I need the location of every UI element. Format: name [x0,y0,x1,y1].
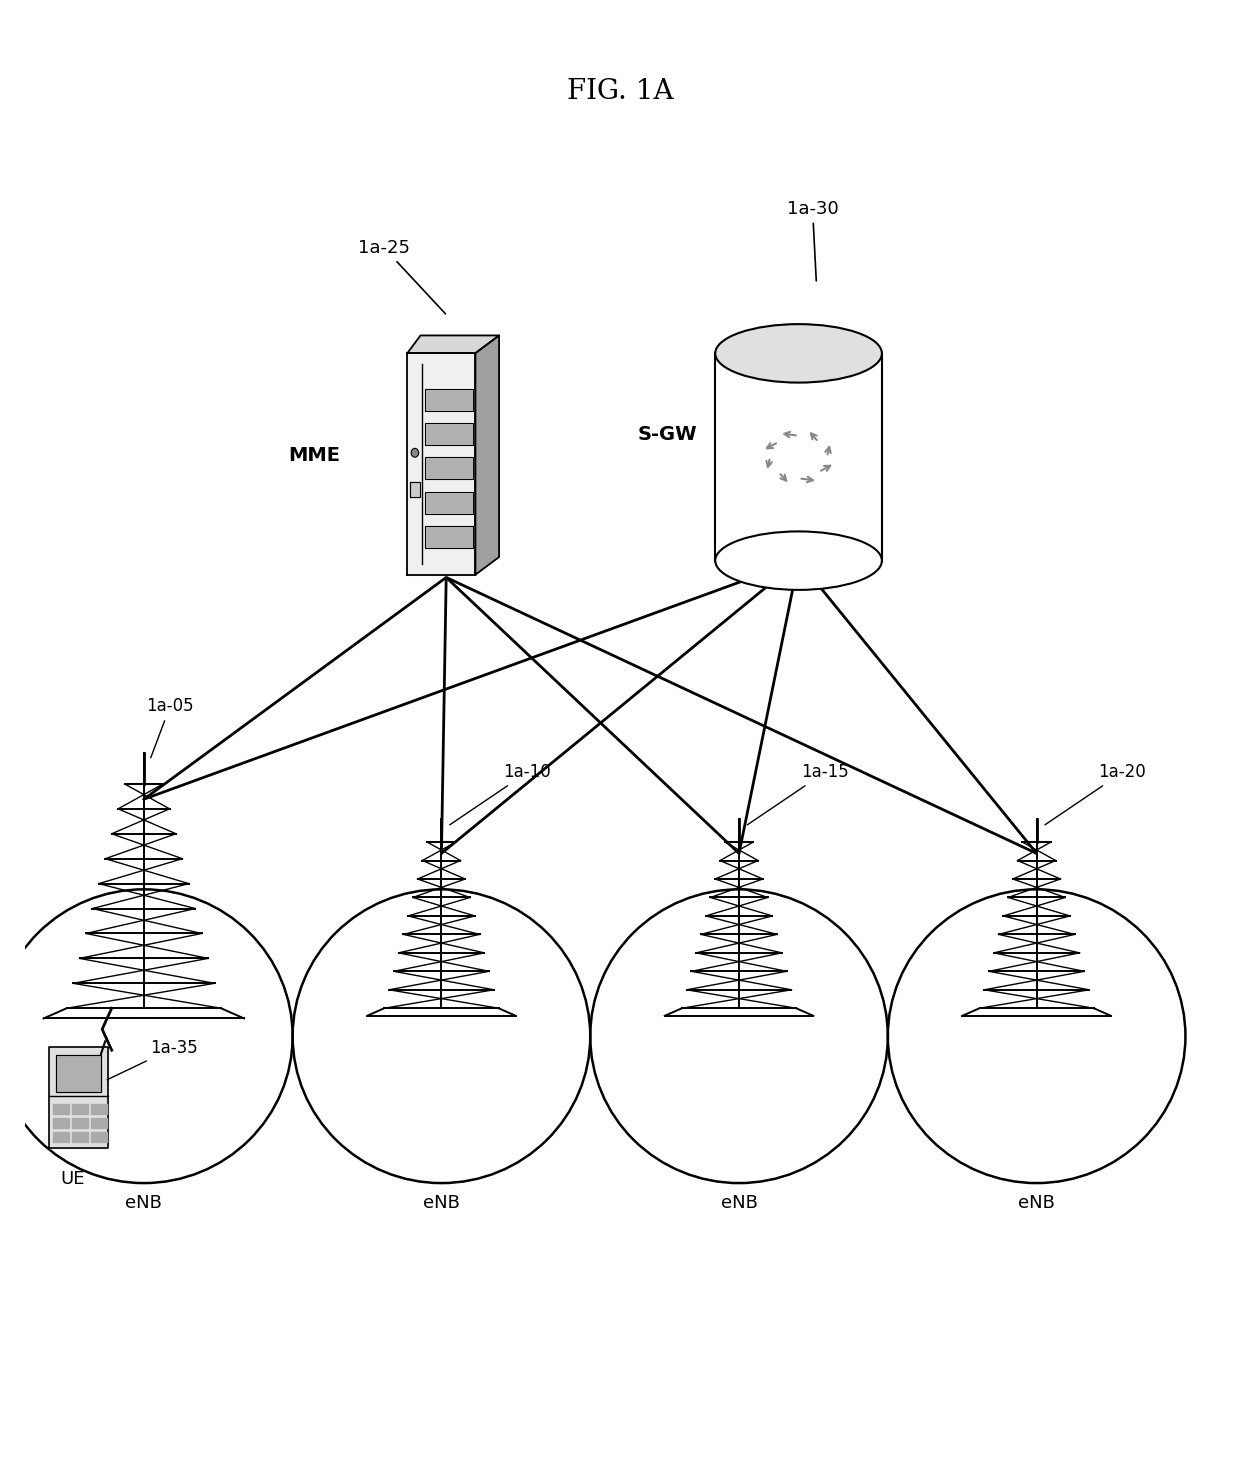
Polygon shape [425,491,472,514]
Polygon shape [56,1055,100,1091]
Polygon shape [48,1048,108,1148]
Polygon shape [410,482,420,497]
Text: 1a-25: 1a-25 [358,239,445,313]
Text: 1a-30: 1a-30 [786,200,838,281]
Text: 1a-20: 1a-20 [1045,763,1146,825]
Polygon shape [53,1132,69,1142]
Circle shape [412,449,419,457]
Polygon shape [72,1104,88,1113]
Ellipse shape [715,323,882,383]
Polygon shape [72,1118,88,1128]
Text: MME: MME [288,446,340,465]
Polygon shape [53,1104,69,1113]
Text: eNB: eNB [1018,1195,1055,1212]
Polygon shape [92,1132,107,1142]
Polygon shape [425,389,472,411]
Text: 1a-10: 1a-10 [450,763,551,825]
Text: 1a-05: 1a-05 [146,698,193,758]
Text: eNB: eNB [125,1195,162,1212]
Text: UE: UE [61,1170,84,1189]
Polygon shape [72,1132,88,1142]
Polygon shape [53,1118,69,1128]
Polygon shape [92,1104,107,1113]
Text: eNB: eNB [423,1195,460,1212]
Text: eNB: eNB [720,1195,758,1212]
Polygon shape [425,423,472,444]
Polygon shape [92,1118,107,1128]
Polygon shape [408,335,498,353]
Polygon shape [425,457,472,479]
Text: 1a-15: 1a-15 [748,763,848,825]
Text: FIG. 1A: FIG. 1A [567,79,673,105]
Polygon shape [475,335,498,574]
Polygon shape [408,353,475,574]
Ellipse shape [715,532,882,590]
Bar [715,354,882,561]
Text: S-GW: S-GW [637,425,697,444]
Polygon shape [425,526,472,548]
Text: 1a-35: 1a-35 [107,1039,197,1080]
